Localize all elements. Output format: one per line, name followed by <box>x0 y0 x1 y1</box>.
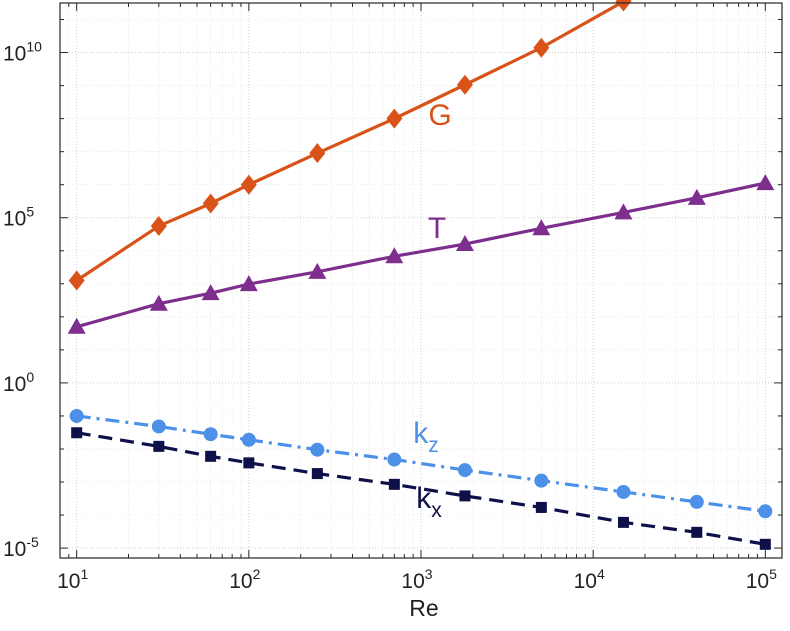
x-axis-label: Re <box>409 595 438 621</box>
series-kz <box>69 408 773 519</box>
data-point-kx <box>388 478 400 490</box>
data-point-T <box>614 203 633 220</box>
x-tick-labels: 101 102 103 104 105 <box>57 566 777 593</box>
y-tick-label: 100 <box>3 369 34 396</box>
x-tick-label: 104 <box>574 566 605 593</box>
y-tick-label: 1010 <box>3 39 42 66</box>
data-point-T <box>687 188 706 205</box>
data-point-kz <box>616 484 631 499</box>
data-point-kx <box>759 538 771 550</box>
x-tick-label: 102 <box>229 566 260 593</box>
data-point-T <box>756 174 775 191</box>
data-point-T <box>67 317 86 334</box>
x-tick-label: 103 <box>401 566 432 593</box>
data-point-kz <box>457 463 472 478</box>
data-point-kx <box>459 490 471 502</box>
axis-ticks <box>59 3 782 558</box>
data-point-kx <box>617 516 629 528</box>
series-label-T: T <box>428 212 446 245</box>
data-point-T <box>201 284 220 301</box>
data-point-G <box>386 108 403 129</box>
data-point-kz <box>310 442 325 457</box>
series-T <box>67 174 775 334</box>
data-point-kx <box>205 450 217 462</box>
x-tick-label: 105 <box>746 566 777 593</box>
series-layer <box>67 0 775 550</box>
series-labels: G Tkz kx <box>413 99 451 522</box>
data-point-kz <box>203 427 218 442</box>
series-label-G: G <box>428 99 451 132</box>
data-point-kz <box>69 408 84 423</box>
data-point-T <box>385 247 404 264</box>
data-point-kz <box>387 452 402 467</box>
series-kx <box>71 427 771 550</box>
data-point-T <box>149 294 168 311</box>
data-point-kz <box>758 504 773 519</box>
data-point-kx <box>243 457 255 469</box>
data-point-kz <box>689 494 704 509</box>
series-label-kx: kx <box>416 482 442 522</box>
data-point-G <box>68 270 85 291</box>
data-point-kx <box>153 440 165 452</box>
series-G <box>68 0 632 291</box>
y-tick-label: 10-5 <box>3 534 39 561</box>
data-point-G <box>309 143 326 164</box>
minor-grid <box>59 3 782 558</box>
x-tick-label: 101 <box>57 566 88 593</box>
data-point-kx <box>71 427 83 439</box>
data-point-kx <box>535 501 547 513</box>
data-point-kx <box>691 526 703 538</box>
data-point-kz <box>241 432 256 447</box>
data-point-T <box>532 219 551 236</box>
data-point-kz <box>151 419 166 434</box>
data-point-G <box>150 216 167 237</box>
data-point-kx <box>311 468 323 480</box>
y-tick-labels: 10-5 100 105 1010 <box>3 39 42 562</box>
data-point-T <box>455 235 474 252</box>
data-point-T <box>239 275 258 292</box>
data-point-T <box>308 262 327 279</box>
data-point-kz <box>534 473 549 488</box>
y-tick-label: 105 <box>3 204 34 231</box>
data-point-G <box>456 74 473 95</box>
data-point-G <box>533 37 550 58</box>
data-point-G <box>202 193 219 214</box>
series-label-kz: kz <box>413 417 439 457</box>
data-point-G <box>240 174 257 195</box>
